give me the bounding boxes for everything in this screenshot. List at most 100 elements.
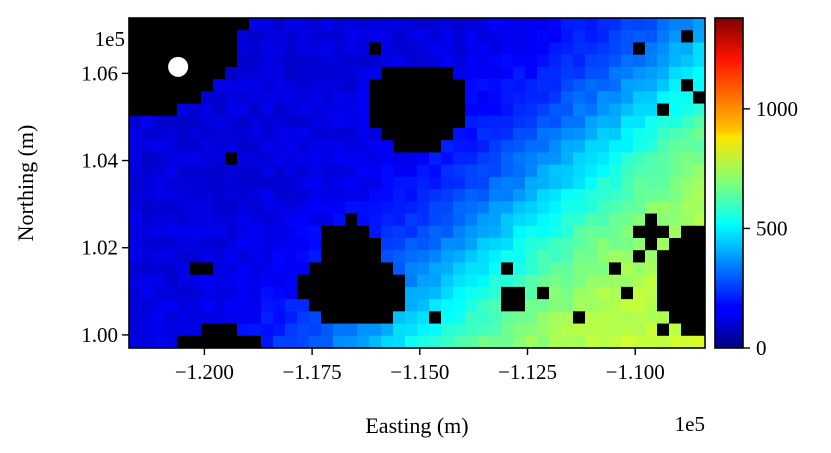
heatmap-cell (153, 238, 166, 251)
heatmap-cell (525, 311, 538, 325)
heatmap-cell (645, 30, 658, 44)
heatmap-cell (501, 213, 514, 227)
heatmap-cell (441, 30, 454, 44)
heatmap-cell (645, 42, 658, 56)
heatmap-cell (141, 128, 154, 141)
heatmap-cell (417, 42, 430, 56)
heatmap-cell (153, 152, 166, 166)
heatmap-cell (681, 274, 694, 288)
heatmap-cell (465, 18, 478, 31)
heatmap-cell (249, 323, 262, 337)
heatmap-cell (273, 201, 286, 215)
heatmap-cell (657, 311, 670, 325)
heatmap-cell (609, 66, 622, 80)
heatmap-cell (645, 335, 658, 348)
heatmap-cell (165, 42, 178, 56)
heatmap-cell (417, 30, 430, 44)
heatmap-cell (225, 54, 238, 68)
heatmap-cell (273, 311, 286, 325)
heatmap-cell (501, 128, 514, 141)
heatmap-cell (501, 225, 514, 239)
heatmap-cell (369, 176, 382, 190)
heatmap-cell (309, 176, 322, 190)
heatmap-cell (597, 189, 610, 202)
heatmap-cell (429, 115, 442, 129)
heatmap-cell (297, 176, 310, 190)
heatmap-cell (321, 128, 334, 141)
y-axis-offset-label: 1e5 (95, 27, 125, 51)
heatmap-cell (369, 164, 382, 178)
heatmap-cell (261, 176, 274, 190)
heatmap-cell (429, 262, 442, 276)
heatmap-cell (633, 311, 646, 325)
heatmap-cell (141, 299, 154, 312)
heatmap-cell (465, 323, 478, 337)
heatmap-cell (441, 140, 454, 154)
heatmap-cell (165, 30, 178, 44)
heatmap-cell (573, 323, 586, 337)
heatmap-cell (429, 91, 442, 105)
heatmap-cell (513, 335, 526, 348)
heatmap-cell (129, 335, 142, 348)
heatmap-cell (573, 91, 586, 105)
heatmap-cell (645, 323, 658, 337)
heatmap-cell (429, 164, 442, 178)
heatmap-cell (153, 42, 166, 56)
heatmap-cell (345, 335, 358, 348)
heatmap-cell (417, 91, 430, 105)
heatmap-cell (261, 225, 274, 239)
x-axis-ticks: −1.200 −1.175 −1.150 −1.125 −1.100 (175, 348, 665, 384)
heatmap-cell (573, 18, 586, 31)
heatmap-cell (681, 250, 694, 264)
heatmap-cell (417, 286, 430, 300)
heatmap-cell (201, 201, 214, 215)
heatmap-cell (249, 128, 262, 141)
heatmap-cell (633, 225, 646, 239)
heatmap-cell (417, 262, 430, 276)
heatmap-cell (309, 213, 322, 227)
heatmap-cell (249, 152, 262, 166)
heatmap-cell (513, 42, 526, 56)
heatmap-cell (477, 115, 490, 129)
heatmap-cell (369, 66, 382, 80)
heatmap-cell (141, 140, 154, 154)
heatmap-cell (297, 115, 310, 129)
heatmap-cell (621, 274, 634, 288)
heatmap-cell (429, 311, 442, 325)
heatmap-cell (681, 152, 694, 166)
heatmap-cell (585, 103, 598, 117)
heatmap-cell (597, 115, 610, 129)
heatmap-cell (405, 176, 418, 190)
heatmap-cell (153, 176, 166, 190)
heatmap-cell (345, 250, 358, 264)
heatmap-cell (345, 323, 358, 337)
heatmap-cell (645, 103, 658, 117)
heatmap-cell (357, 262, 370, 276)
heatmap-cell (561, 140, 574, 154)
heatmap-cell (393, 213, 406, 227)
heatmap-cell (261, 250, 274, 264)
heatmap-cell (297, 79, 310, 92)
heatmap-cell (273, 79, 286, 92)
heatmap-cell (345, 79, 358, 92)
heatmap-cell (285, 250, 298, 264)
heatmap-cell (261, 299, 274, 312)
heatmap-cell (405, 79, 418, 92)
y-axis-ticks: 1.00 1.02 1.04 1.06 (81, 61, 129, 347)
heatmap-cell (609, 335, 622, 348)
heatmap-cell (225, 274, 238, 288)
heatmap-cell (309, 299, 322, 312)
heatmap-cell (525, 66, 538, 80)
heatmap-cell (405, 323, 418, 337)
heatmap-cell (561, 274, 574, 288)
heatmap-cell (477, 213, 490, 227)
heatmap-cell (261, 274, 274, 288)
heatmap-cell (273, 189, 286, 202)
heatmap-cell (537, 299, 550, 312)
heatmap-cell (525, 30, 538, 44)
heatmap-cell (369, 274, 382, 288)
heatmap-cell (393, 140, 406, 154)
heatmap-cell (285, 91, 298, 105)
location-marker (168, 56, 189, 77)
heatmap-cell (333, 128, 346, 141)
